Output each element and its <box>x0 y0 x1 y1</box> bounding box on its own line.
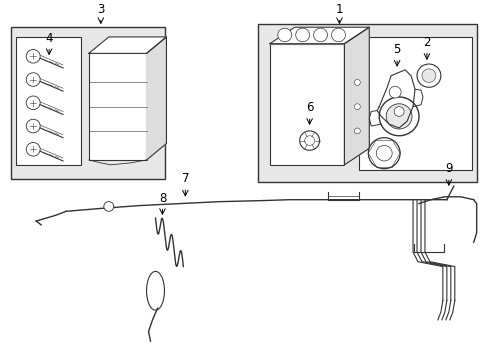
Bar <box>359 37 471 170</box>
Circle shape <box>375 145 391 161</box>
Circle shape <box>295 28 309 42</box>
Polygon shape <box>344 27 368 165</box>
Text: 1: 1 <box>335 3 343 15</box>
Text: 6: 6 <box>305 102 313 114</box>
Bar <box>269 44 344 165</box>
Bar <box>16 37 81 165</box>
Circle shape <box>388 86 400 98</box>
Circle shape <box>277 28 291 42</box>
Circle shape <box>379 97 418 136</box>
Text: 8: 8 <box>159 192 166 204</box>
Circle shape <box>416 64 440 87</box>
Bar <box>257 24 476 182</box>
Text: 3: 3 <box>97 3 104 15</box>
Circle shape <box>354 128 360 134</box>
Text: 5: 5 <box>393 43 400 56</box>
Circle shape <box>354 104 360 109</box>
Circle shape <box>26 96 40 109</box>
Circle shape <box>26 119 40 133</box>
Circle shape <box>299 131 319 150</box>
Text: 4: 4 <box>45 32 53 45</box>
Polygon shape <box>146 37 166 160</box>
Circle shape <box>331 28 345 42</box>
Circle shape <box>26 49 40 63</box>
Text: 7: 7 <box>181 172 189 185</box>
Circle shape <box>313 28 327 42</box>
Polygon shape <box>89 37 166 53</box>
Bar <box>11 27 165 179</box>
Circle shape <box>304 136 314 145</box>
Text: 2: 2 <box>422 36 430 49</box>
Circle shape <box>367 138 399 169</box>
Circle shape <box>386 104 411 129</box>
Circle shape <box>26 73 40 86</box>
Circle shape <box>26 143 40 156</box>
Circle shape <box>103 202 114 211</box>
Circle shape <box>354 80 360 85</box>
Circle shape <box>421 69 435 82</box>
Polygon shape <box>269 27 368 44</box>
Text: 9: 9 <box>444 162 452 175</box>
Bar <box>89 53 146 160</box>
Circle shape <box>393 107 403 116</box>
